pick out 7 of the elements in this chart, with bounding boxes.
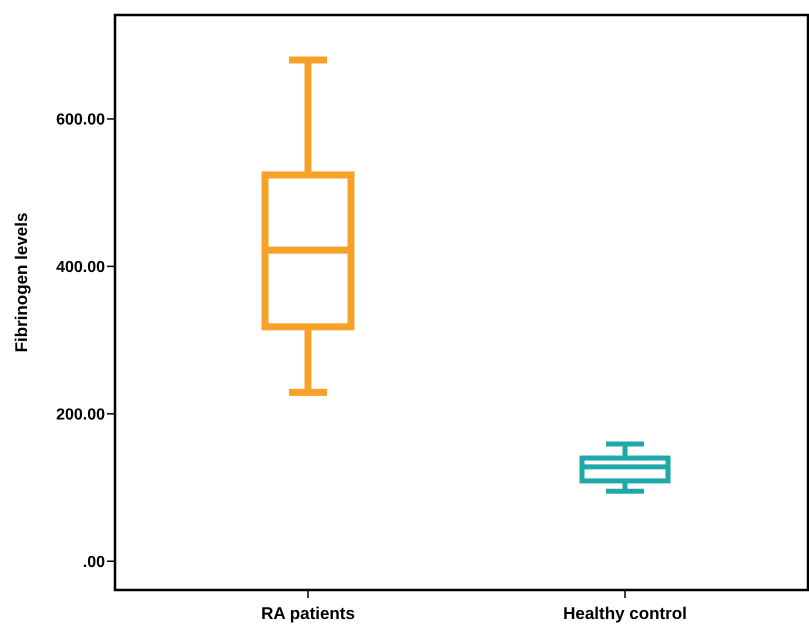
x-tick-label: Healthy control [563, 604, 687, 623]
x-tick-label: RA patients [261, 604, 355, 623]
y-tick-label: 600.00 [56, 112, 106, 129]
y-tick-label: 200.00 [56, 406, 106, 424]
y-tick-label: .00 [82, 554, 106, 571]
y-axis-title: Fibrinogen levels [12, 212, 31, 352]
y-tick-label: 400.00 [56, 258, 106, 276]
